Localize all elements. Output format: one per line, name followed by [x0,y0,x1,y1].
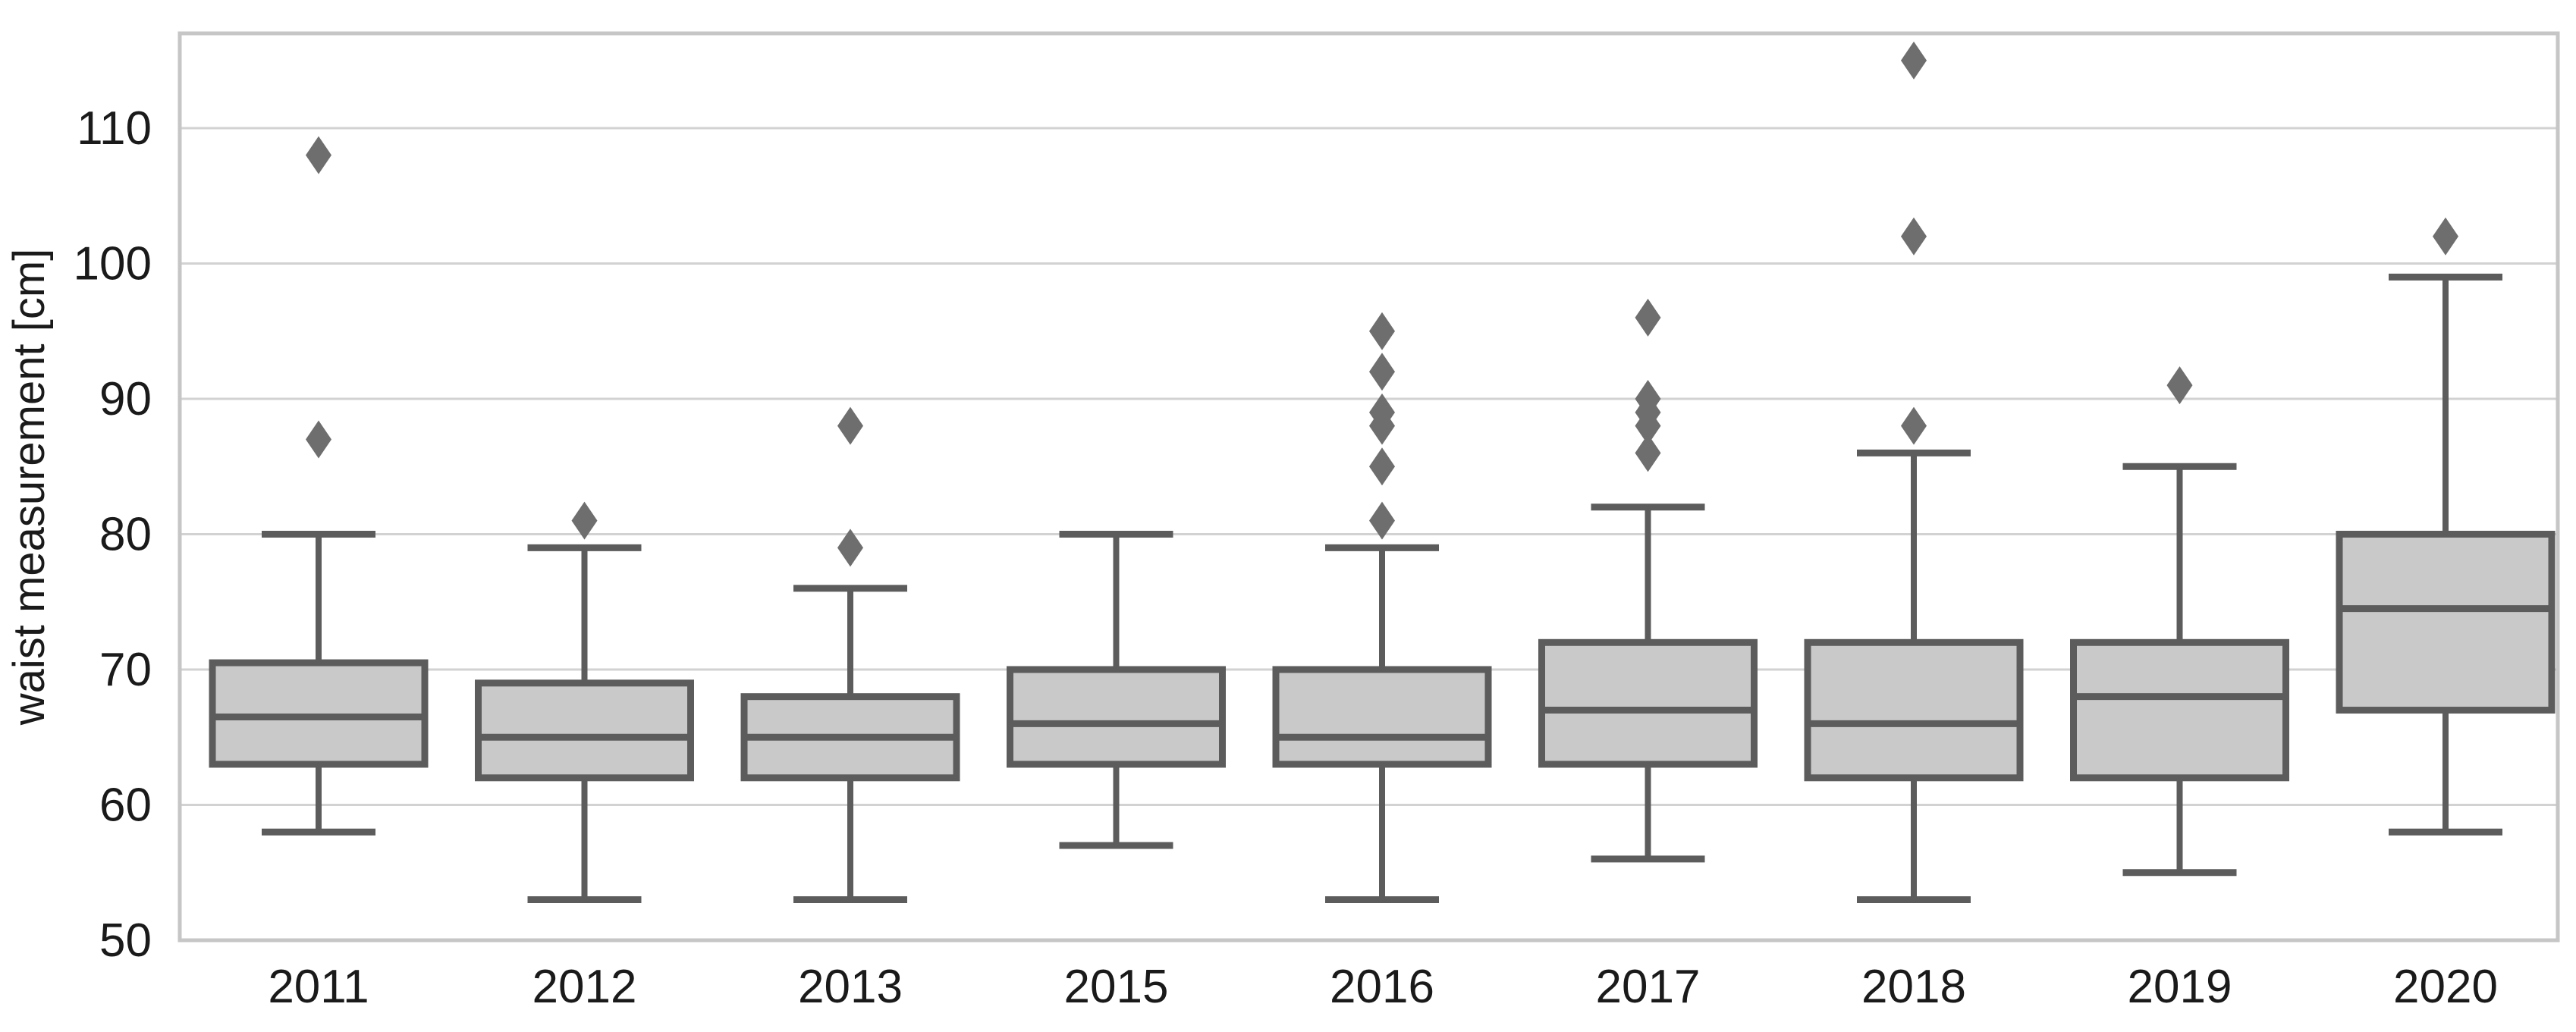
x-tick-label-2011: 2011 [268,961,369,1013]
boxplot-2018 [1804,41,2024,903]
outlier-diamond-2018-102 [1901,217,1927,256]
outlier-diamond-2012-81 [571,501,598,540]
x-tick-label-2017: 2017 [1596,961,1701,1013]
x-tick-label-2013: 2013 [798,961,903,1013]
outlier-diamond-2019-91 [2166,366,2193,405]
outlier-diamond-2013-88 [837,406,863,445]
iqr-box-2020 [2336,530,2556,714]
iqr-box-2019 [2070,638,2289,782]
tick-label-layer: 50 60 70 80 90 100 110 2011 2012 2013 2015 2016 2017… [74,102,2498,1013]
y-tick-label-50: 50 [99,914,152,967]
box-layer [209,41,2556,903]
outlier-diamond-2011-108 [306,136,331,174]
outlier-diamond-2018-88 [1901,406,1927,445]
y-tick-label-80: 80 [99,508,152,560]
outlier-diamond-2013-79 [837,529,863,567]
gridline-layer [180,127,2558,806]
boxplot-2019 [2070,366,2289,877]
iqr-box-2018 [1804,638,2024,782]
boxplot-2016 [1272,312,1492,903]
x-tick-label-2019: 2019 [2128,961,2232,1013]
outlier-diamond-2016-81 [1369,501,1395,540]
outlier-diamond-2018-115 [1901,41,1927,80]
iqr-box-2015 [1007,666,1226,768]
outlier-diamond-2017-90 [1635,379,1661,418]
outlier-diamond-2011-87 [306,420,331,459]
y-tick-label-90: 90 [99,373,152,425]
iqr-box-2012 [475,679,694,782]
y-axis-label: waist measurement [cm] [5,249,54,726]
x-tick-label-2016: 2016 [1330,961,1434,1013]
iqr-box-2017 [1538,638,1758,768]
y-tick-label-110: 110 [77,102,152,155]
x-tick-label-2015: 2015 [1064,961,1169,1013]
y-tick-label-60: 60 [99,779,152,831]
boxplot-2020 [2336,217,2556,836]
x-tick-label-2020: 2020 [2393,961,2498,1013]
outlier-diamond-2016-95 [1369,312,1395,350]
plot-frame [177,31,2560,943]
outlier-diamond-2017-96 [1635,298,1661,337]
y-tick-label-100: 100 [74,237,152,290]
y-tick-label-70: 70 [99,644,152,696]
x-tick-label-2012: 2012 [532,961,637,1013]
x-tick-label-2018: 2018 [1861,961,1966,1013]
outlier-diamond-2017-86 [1635,434,1661,472]
boxplot-2013 [740,406,960,903]
outlier-diamond-2016-85 [1369,447,1395,486]
iqr-box-2016 [1272,666,1492,768]
boxplot-2017 [1538,298,1758,863]
outlier-diamond-2016-89 [1369,393,1395,431]
boxplot-2011 [209,136,429,836]
boxplot-2015 [1007,530,1226,849]
axes-frame [177,31,2560,943]
boxplot-2012 [475,501,694,903]
outlier-diamond-2020-102 [2433,217,2458,256]
outlier-diamond-2016-92 [1369,353,1395,391]
